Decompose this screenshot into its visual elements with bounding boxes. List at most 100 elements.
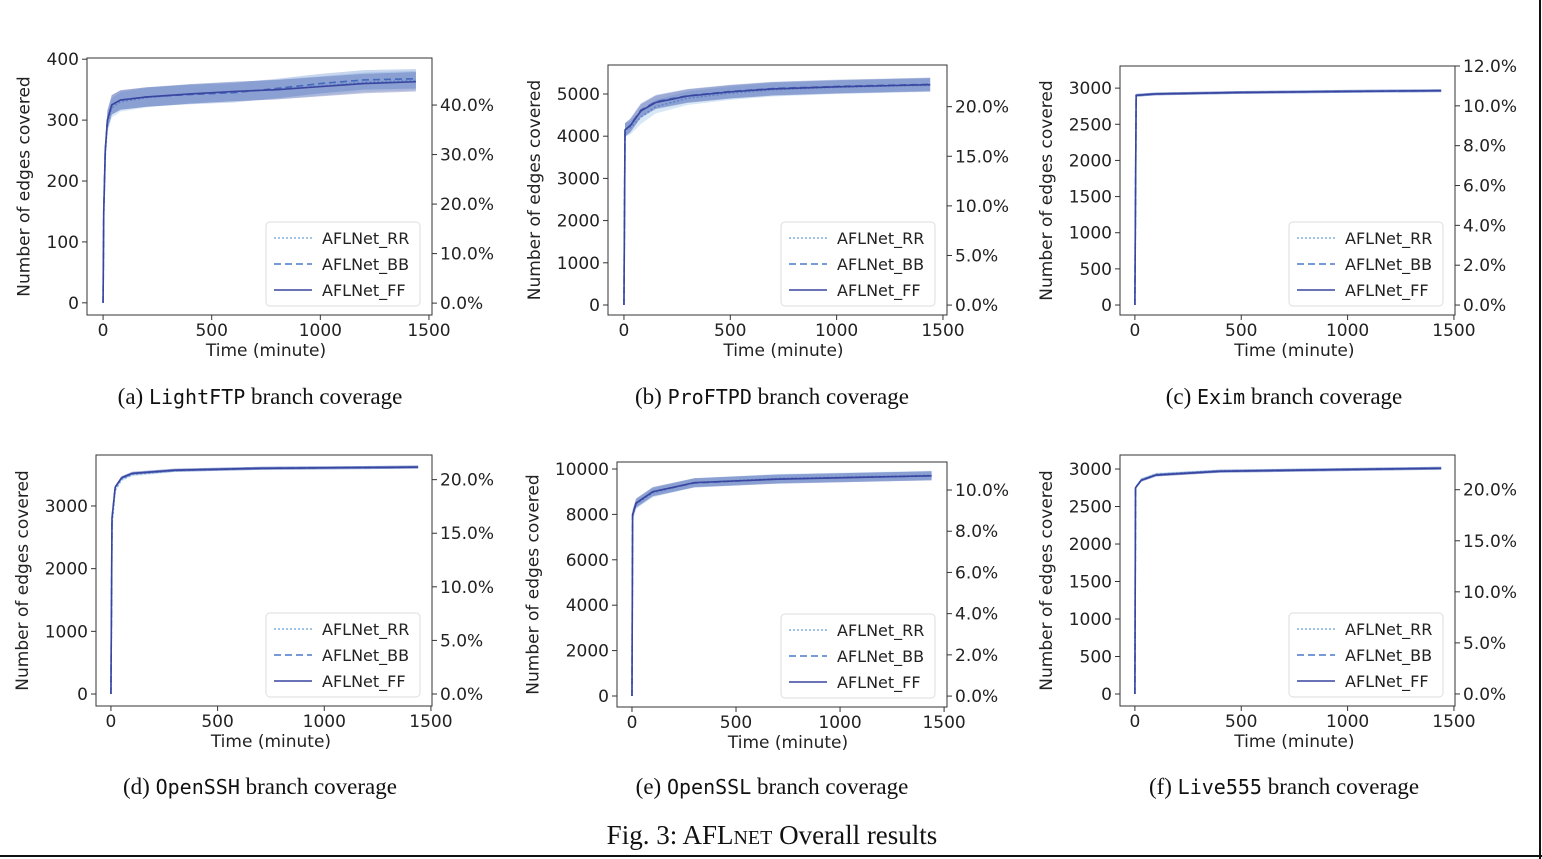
y2-tick-label: 8.0% — [1463, 137, 1506, 157]
y2-tick-label: 20.0% — [955, 98, 1009, 118]
y2-tick-label: 10.0% — [1463, 97, 1517, 117]
caption-suffix: branch coverage — [1245, 384, 1402, 409]
x-tick-label: 500 — [201, 712, 233, 732]
series-line-aflnet_ff — [631, 475, 932, 696]
x-tick-label: 1000 — [818, 713, 861, 733]
legend-label: AFLNet_RR — [837, 621, 924, 641]
y-axis-label: Number of edges covered — [1037, 80, 1057, 300]
subfigure-caption: (d) OpenSSH branch coverage — [123, 774, 397, 799]
legend-box — [265, 612, 421, 698]
legend-label: AFLNet_FF — [837, 673, 921, 693]
plot-frame — [95, 454, 433, 707]
confidence-band-aflnet_ff — [103, 72, 416, 303]
legend-label: AFLNet_FF — [322, 672, 406, 692]
y-tick-label: 1000 — [557, 254, 600, 274]
caption-program: Live555 — [1178, 775, 1262, 799]
y2-tick-label: 2.0% — [955, 646, 998, 666]
y-axis-label: Number of edges covered — [524, 474, 544, 694]
plot-frame — [607, 64, 948, 316]
caption-label: (e) — [636, 774, 667, 799]
y-tick-label: 6000 — [566, 551, 609, 571]
y-tick-label: 0 — [589, 296, 600, 316]
y-tick-label: 500 — [1080, 648, 1112, 668]
confidence-band-aflnet_bb — [103, 68, 416, 303]
plot-frame — [1119, 65, 1456, 316]
y-tick-label: 300 — [47, 111, 79, 131]
y2-tick-label: 10.0% — [1463, 583, 1517, 603]
y-tick-label: 2000 — [557, 212, 600, 232]
y-tick-label: 1000 — [1069, 224, 1112, 244]
confidence-band-aflnet_rr — [623, 78, 931, 305]
y-tick-label: 0 — [77, 685, 88, 705]
x-tick-label: 1500 — [1432, 712, 1475, 732]
y-tick-label: 1500 — [1069, 188, 1112, 208]
caption-suffix: branch coverage — [245, 384, 402, 409]
caption-program: OpenSSL — [667, 775, 751, 799]
legend-label: AFLNet_BB — [837, 647, 924, 667]
figure-caption: Fig. 3: AFLNET Overall results — [607, 820, 938, 850]
confidence-band-aflnet_bb — [631, 471, 932, 696]
confidence-band-aflnet_ff — [631, 471, 932, 696]
x-axis-label: Time (minute) — [205, 341, 326, 361]
series-line-aflnet_ff — [1134, 89, 1442, 306]
y-tick-label: 2000 — [1069, 151, 1112, 171]
x-axis-label: Time (minute) — [210, 732, 331, 752]
y-tick-label: 2000 — [566, 642, 609, 662]
y-tick-label: 500 — [1080, 260, 1112, 280]
caption-label: (f) — [1149, 774, 1178, 799]
y2-tick-label: 0.0% — [440, 294, 483, 314]
y-axis-label: Number of edges covered — [13, 470, 33, 690]
y2-tick-label: 20.0% — [1463, 481, 1517, 501]
series-line-aflnet_ff — [623, 83, 931, 306]
legend-label: AFLNet_RR — [1345, 229, 1432, 249]
legend-label: AFLNet_BB — [322, 255, 409, 275]
caption-program: ProFTPD — [668, 385, 752, 409]
confidence-band-aflnet_bb — [623, 77, 931, 305]
x-tick-label: 1000 — [815, 321, 858, 341]
series-line-aflnet_ff — [102, 80, 416, 303]
y-tick-label: 1000 — [45, 622, 88, 642]
subfigure-caption: (e) OpenSSL branch coverage — [636, 774, 909, 799]
x-tick-label: 500 — [1225, 712, 1257, 732]
x-tick-label: 1000 — [1326, 712, 1369, 732]
caption-suffix: branch coverage — [1262, 774, 1419, 799]
y-tick-label: 0 — [1101, 685, 1112, 705]
y-tick-label: 1000 — [1069, 610, 1112, 630]
legend-label: AFLNet_RR — [1345, 620, 1432, 640]
y-tick-label: 2500 — [1069, 115, 1112, 135]
caption-label: (a) — [118, 384, 149, 409]
series-line-aflnet_ff — [1134, 467, 1442, 695]
y-tick-label: 0 — [598, 687, 609, 707]
x-tick-label: 500 — [1225, 321, 1257, 341]
y-axis-label: Number of edges covered — [15, 76, 35, 296]
y2-tick-label: 30.0% — [440, 146, 494, 166]
plot-frame — [616, 461, 948, 708]
subfigure-caption: (f) Live555 branch coverage — [1149, 774, 1419, 799]
y2-tick-label: 0.0% — [955, 296, 998, 316]
x-tick-label: 1000 — [299, 321, 342, 341]
legend-label: AFLNet_RR — [837, 229, 924, 249]
plot-frame — [1119, 454, 1456, 707]
caption-program: LightFTP — [149, 385, 245, 409]
y-tick-label: 0 — [1101, 296, 1112, 316]
y-tick-label: 2000 — [1069, 535, 1112, 555]
caption-program: Exim — [1197, 385, 1245, 409]
y-tick-label: 8000 — [566, 505, 609, 525]
legend-label: AFLNet_FF — [322, 281, 406, 301]
legend-box — [1288, 221, 1444, 307]
legend: AFLNet_RR AFLNet_BB AFLNet_FF — [780, 613, 936, 699]
y2-tick-label: 10.0% — [955, 197, 1009, 217]
caption-label: (b) — [635, 384, 668, 409]
y-tick-label: 5000 — [557, 85, 600, 105]
y-tick-label: 4000 — [557, 127, 600, 147]
legend-label: AFLNet_FF — [1345, 672, 1429, 692]
legend-box — [780, 221, 936, 307]
y-tick-label: 3000 — [557, 169, 600, 189]
x-tick-label: 0 — [1129, 321, 1140, 341]
y2-tick-label: 8.0% — [955, 522, 998, 542]
x-tick-label: 500 — [714, 321, 746, 341]
legend: AFLNet_RR AFLNet_BB AFLNet_FF — [265, 612, 421, 698]
y2-tick-label: 0.0% — [1463, 296, 1506, 316]
y-tick-label: 3000 — [1069, 79, 1112, 99]
